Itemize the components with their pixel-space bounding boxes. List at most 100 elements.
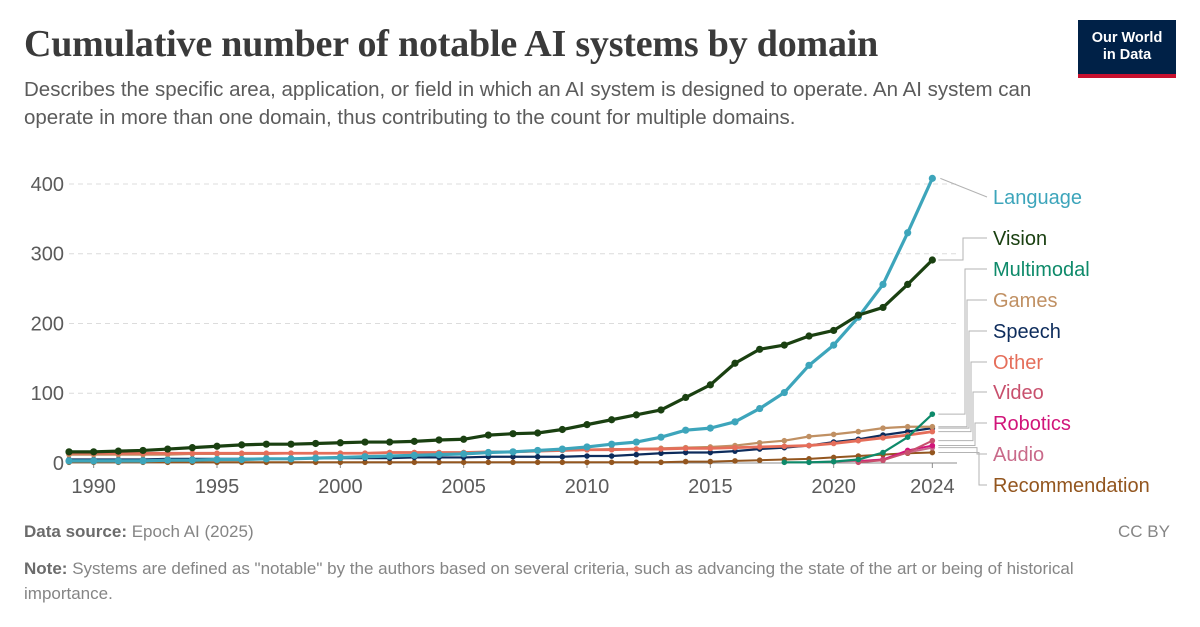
data-point[interactable] <box>904 229 912 237</box>
data-point[interactable] <box>583 443 591 451</box>
data-point[interactable] <box>632 438 640 446</box>
data-point[interactable] <box>658 446 664 452</box>
series-label-multimodal[interactable]: Multimodal <box>993 259 1090 281</box>
data-point[interactable] <box>114 447 122 455</box>
data-point[interactable] <box>263 450 270 457</box>
data-point[interactable] <box>731 418 739 426</box>
data-point[interactable] <box>928 256 936 264</box>
data-point[interactable] <box>854 311 862 319</box>
data-point[interactable] <box>805 332 813 340</box>
data-point[interactable] <box>559 453 566 460</box>
data-point[interactable] <box>904 449 911 456</box>
data-point[interactable] <box>114 457 122 465</box>
data-point[interactable] <box>583 421 591 429</box>
data-point[interactable] <box>164 445 172 453</box>
data-point[interactable] <box>632 411 640 419</box>
data-point[interactable] <box>830 431 837 438</box>
data-point[interactable] <box>460 459 467 466</box>
data-point[interactable] <box>189 450 196 457</box>
data-point[interactable] <box>386 459 393 466</box>
data-point[interactable] <box>608 416 616 424</box>
data-point[interactable] <box>657 406 665 414</box>
data-point[interactable] <box>756 444 763 450</box>
data-point[interactable] <box>929 449 936 456</box>
data-point[interactable] <box>806 459 812 466</box>
data-point[interactable] <box>879 280 887 289</box>
data-point[interactable] <box>781 459 788 466</box>
data-point[interactable] <box>780 341 788 349</box>
series-label-audio[interactable]: Audio <box>993 444 1044 466</box>
data-point[interactable] <box>534 459 541 466</box>
data-point[interactable] <box>830 326 838 335</box>
data-point[interactable] <box>65 448 73 456</box>
data-point[interactable] <box>880 425 886 431</box>
data-point[interactable] <box>707 445 714 452</box>
data-point[interactable] <box>410 451 418 459</box>
data-point[interactable] <box>558 425 566 434</box>
data-point[interactable] <box>682 445 689 452</box>
data-point[interactable] <box>361 453 369 461</box>
data-point[interactable] <box>262 440 270 448</box>
data-point[interactable] <box>608 446 615 453</box>
data-point[interactable] <box>756 457 763 464</box>
data-point[interactable] <box>485 459 492 466</box>
data-point[interactable] <box>288 450 294 457</box>
data-point[interactable] <box>806 433 812 440</box>
series-label-robotics[interactable]: Robotics <box>993 413 1071 435</box>
data-point[interactable] <box>732 458 738 464</box>
data-point[interactable] <box>806 442 812 449</box>
data-point[interactable] <box>880 449 886 456</box>
data-point[interactable] <box>928 174 936 182</box>
data-point[interactable] <box>386 438 394 446</box>
data-point[interactable] <box>559 459 566 466</box>
series-line[interactable] <box>67 176 934 463</box>
data-point[interactable] <box>682 449 689 456</box>
data-point[interactable] <box>139 446 147 455</box>
data-point[interactable] <box>435 436 443 444</box>
data-point[interactable] <box>164 456 172 464</box>
series-label-other[interactable]: Other <box>993 352 1043 374</box>
series-line[interactable] <box>68 451 934 464</box>
data-point[interactable] <box>879 303 887 312</box>
series-label-recommendation[interactable]: Recommendation <box>993 475 1150 497</box>
data-point[interactable] <box>534 446 542 455</box>
data-point[interactable] <box>855 428 862 435</box>
data-point[interactable] <box>682 458 689 465</box>
data-point[interactable] <box>410 437 418 445</box>
data-point[interactable] <box>336 439 344 447</box>
data-point[interactable] <box>904 423 911 430</box>
data-point[interactable] <box>362 459 368 466</box>
data-point[interactable] <box>287 440 295 448</box>
data-point[interactable] <box>213 455 221 464</box>
data-point[interactable] <box>484 448 492 457</box>
data-point[interactable] <box>707 458 714 465</box>
data-point[interactable] <box>731 359 739 367</box>
data-point[interactable] <box>904 434 911 440</box>
data-point[interactable] <box>534 453 541 460</box>
data-point[interactable] <box>657 433 665 441</box>
data-point[interactable] <box>633 451 640 458</box>
data-point[interactable] <box>904 280 912 289</box>
data-point[interactable] <box>929 428 936 435</box>
data-point[interactable] <box>929 437 936 444</box>
series-label-vision[interactable]: Vision <box>993 228 1047 250</box>
data-point[interactable] <box>682 393 690 402</box>
data-point[interactable] <box>262 455 270 463</box>
data-point[interactable] <box>90 457 98 465</box>
data-point[interactable] <box>460 450 468 458</box>
data-point[interactable] <box>214 450 220 457</box>
data-point[interactable] <box>830 454 837 461</box>
data-point[interactable] <box>312 439 320 448</box>
series-label-speech[interactable]: Speech <box>993 321 1061 343</box>
data-point[interactable] <box>139 457 147 465</box>
data-point[interactable] <box>929 423 936 430</box>
data-point[interactable] <box>855 456 862 463</box>
data-point[interactable] <box>658 459 664 466</box>
data-point[interactable] <box>929 411 936 417</box>
series-line[interactable] <box>67 258 934 454</box>
data-point[interactable] <box>238 450 245 457</box>
data-point[interactable] <box>312 454 320 462</box>
owid-logo[interactable]: Our World in Data <box>1078 20 1176 78</box>
data-point[interactable] <box>929 442 936 449</box>
data-point[interactable] <box>682 426 690 434</box>
